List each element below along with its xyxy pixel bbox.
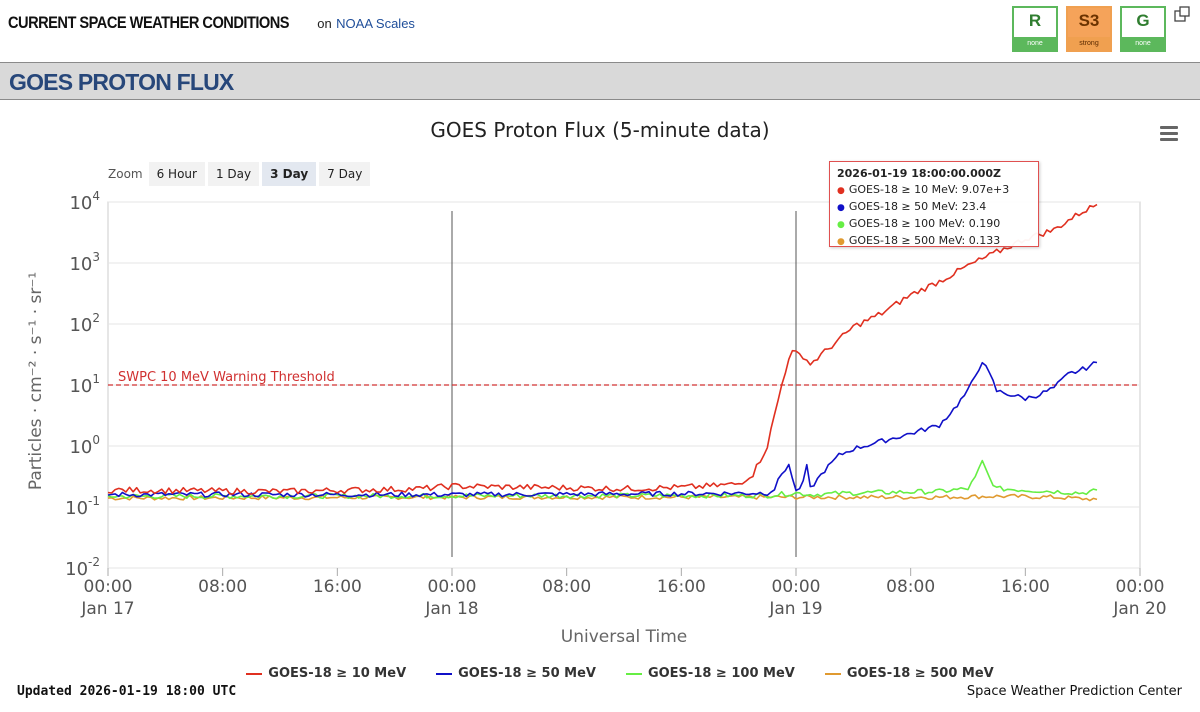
x-tick-time-label: 08:00 (542, 577, 591, 597)
legend-item-10mev[interactable]: GOES-18 ≥ 10 MeV (246, 666, 406, 681)
section-title: GOES PROTON FLUX (9, 69, 234, 95)
legend-item-50mev[interactable]: GOES-18 ≥ 50 MeV (436, 666, 596, 681)
tooltip-row-50mev: ● GOES-18 ≥ 50 MeV: 23.4 (837, 200, 987, 213)
on-text: on (317, 16, 332, 31)
legend-item-100mev[interactable]: GOES-18 ≥ 100 MeV (625, 666, 795, 681)
scale-s-letter: S3 (1078, 11, 1100, 30)
x-axis-title: Universal Time (561, 627, 687, 647)
tooltip-label: GOES-18 ≥ 10 MeV (848, 183, 955, 196)
zoom-3-day-button[interactable]: 3 Day (262, 162, 317, 186)
top-header: CURRENT SPACE WEATHER CONDITIONS on NOAA… (0, 0, 1200, 62)
x-tick-time-label: 16:00 (313, 577, 362, 597)
series-line-1 (107, 361, 1098, 498)
zoom-label: Zoom (108, 167, 143, 181)
tooltip-label: GOES-18 ≥ 100 MeV (848, 217, 962, 230)
zoom-controls: Zoom 6 Hour 1 Day 3 Day 7 Day (108, 162, 373, 186)
hamburger-menu-icon[interactable] (1160, 126, 1178, 142)
zoom-6-hour-button[interactable]: 6 Hour (148, 162, 205, 186)
noaa-scales: R none S3 strong G none (1012, 6, 1166, 52)
y-tick-label: 10-1 (65, 494, 100, 519)
legend-label: GOES-18 ≥ 10 MeV (268, 666, 407, 681)
scale-g[interactable]: G none (1120, 6, 1166, 52)
x-tick-time-label: 00:00 (84, 577, 133, 597)
series-line-2 (107, 459, 1098, 500)
series-line-0 (107, 203, 1098, 495)
scale-s[interactable]: S3 strong (1066, 6, 1112, 52)
tooltip-value: 0.133 (968, 234, 1001, 247)
x-tick-date-label: Jan 17 (80, 599, 134, 619)
y-tick-label: 10-2 (65, 555, 100, 580)
tooltip-label: GOES-18 ≥ 50 MeV (848, 200, 955, 213)
x-tick-time-label: 08:00 (198, 577, 247, 597)
scale-g-status: none (1122, 37, 1164, 50)
zoom-7-day-button[interactable]: 7 Day (319, 162, 371, 186)
chart-legend: GOES-18 ≥ 10 MeV GOES-18 ≥ 50 MeV GOES-1… (0, 666, 1200, 681)
y-tick-label: 103 (69, 250, 100, 275)
x-tick-date-label: Jan 18 (424, 599, 478, 619)
x-tick-date-label: Jan 19 (768, 599, 822, 619)
tooltip-value: 0.190 (968, 217, 1001, 230)
site-title: CURRENT SPACE WEATHER CONDITIONS (8, 13, 290, 32)
updated-timestamp: Updated 2026-01-19 18:00 UTC (17, 684, 237, 699)
threshold-label: SWPC 10 MeV Warning Threshold (118, 370, 335, 385)
chart-title: GOES Proton Flux (5-minute data) (430, 118, 770, 142)
y-tick-label: 101 (69, 372, 100, 397)
legend-label: GOES-18 ≥ 50 MeV (458, 666, 596, 681)
scale-s-status: strong (1068, 37, 1110, 50)
scale-r-letter: R (1028, 11, 1042, 30)
tooltip-value: 9.07e+3 (961, 183, 1010, 196)
scale-r-status: none (1014, 37, 1056, 50)
section-bar: GOES PROTON FLUX (0, 62, 1200, 100)
page-header-title: CURRENT SPACE WEATHER CONDITIONS on NOAA… (8, 13, 415, 33)
y-tick-label: 100 (69, 433, 100, 458)
zoom-1-day-button[interactable]: 1 Day (207, 162, 260, 186)
y-tick-label: 104 (69, 189, 100, 214)
org-name: Space Weather Prediction Center (966, 684, 1182, 699)
tooltip-label: GOES-18 ≥ 500 MeV (848, 234, 962, 247)
tooltip-value: 23.4 (961, 200, 987, 213)
data-tooltip: 2026-01-19 18:00:00.000Z ● GOES-18 ≥ 10 M… (829, 161, 1039, 247)
legend-label: GOES-18 ≥ 500 MeV (846, 666, 994, 681)
external-window-icon[interactable] (1174, 6, 1190, 22)
x-tick-time-label: 00:00 (772, 577, 821, 597)
x-tick-time-label: 08:00 (886, 577, 935, 597)
legend-item-500mev[interactable]: GOES-18 ≥ 500 MeV (824, 666, 994, 681)
x-tick-time-label: 16:00 (657, 577, 706, 597)
x-tick-date-label: Jan 20 (1112, 599, 1166, 619)
noaa-scales-link[interactable]: NOAA Scales (336, 16, 415, 31)
tooltip-header: 2026-01-19 18:00:00.000Z (837, 167, 1002, 180)
x-tick-time-label: 00:00 (428, 577, 477, 597)
scale-r[interactable]: R none (1012, 6, 1058, 52)
tooltip-row-10mev: ● GOES-18 ≥ 10 MeV: 9.07e+3 (837, 183, 1010, 196)
scale-g-letter: G (1136, 11, 1150, 30)
y-axis-title: Particles · cm⁻² · s⁻¹ · sr⁻¹ (26, 272, 46, 490)
x-tick-time-label: 16:00 (1001, 577, 1050, 597)
y-tick-label: 102 (69, 311, 100, 336)
legend-label: GOES-18 ≥ 100 MeV (647, 666, 795, 681)
tooltip-row-500mev: ● GOES-18 ≥ 500 MeV: 0.133 (837, 234, 1001, 247)
x-tick-time-label: 00:00 (1116, 577, 1165, 597)
tooltip-row-100mev: ● GOES-18 ≥ 100 MeV: 0.190 (837, 217, 1001, 230)
